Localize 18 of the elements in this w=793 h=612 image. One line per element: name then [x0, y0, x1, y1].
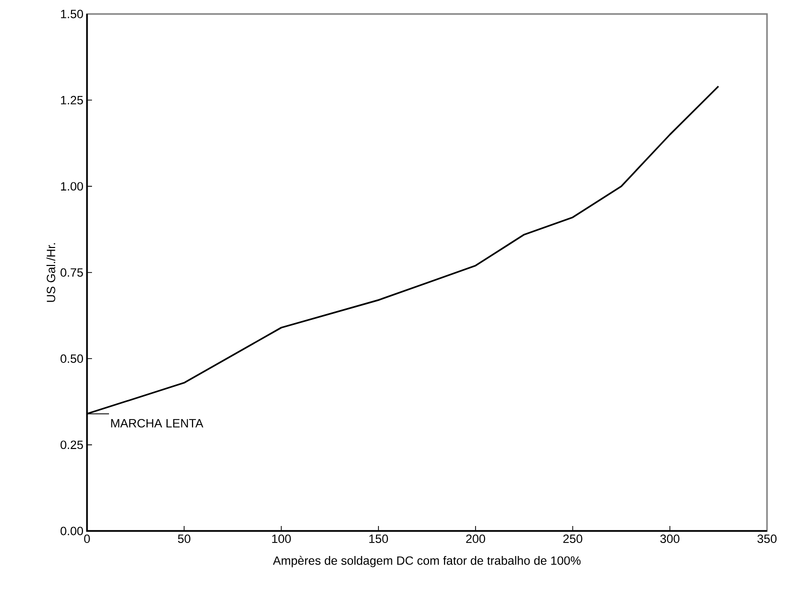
annotation: MARCHA LENTA: [111, 419, 204, 428]
y-tick-label: 0.25: [60, 440, 83, 450]
x-tick-label: 250: [563, 534, 582, 544]
x-tick-label: 200: [466, 534, 486, 544]
y-tick-label: 0.50: [60, 354, 84, 363]
x-tick-label: 0: [84, 534, 90, 544]
x-tick-label: 350: [757, 534, 777, 544]
x-tick-label: 100: [272, 534, 291, 544]
y-tick-label: 1.50: [61, 10, 84, 18]
y-tick-label: 0.75: [60, 268, 83, 277]
y-axis-title: US Gal./Hr.: [46, 243, 56, 302]
y-tick-label: 1.00: [61, 182, 84, 191]
x-tick-label: 50: [178, 534, 190, 544]
x-tick-label: 150: [369, 534, 388, 544]
y-tick-label: 1.25: [61, 96, 83, 104]
y-tick-label: 0.00: [60, 526, 84, 536]
x-tick-label: 300: [660, 534, 680, 544]
x-axis-title: Ampères de soldagem DC com fator de trabalho de 100%: [272, 556, 581, 568]
